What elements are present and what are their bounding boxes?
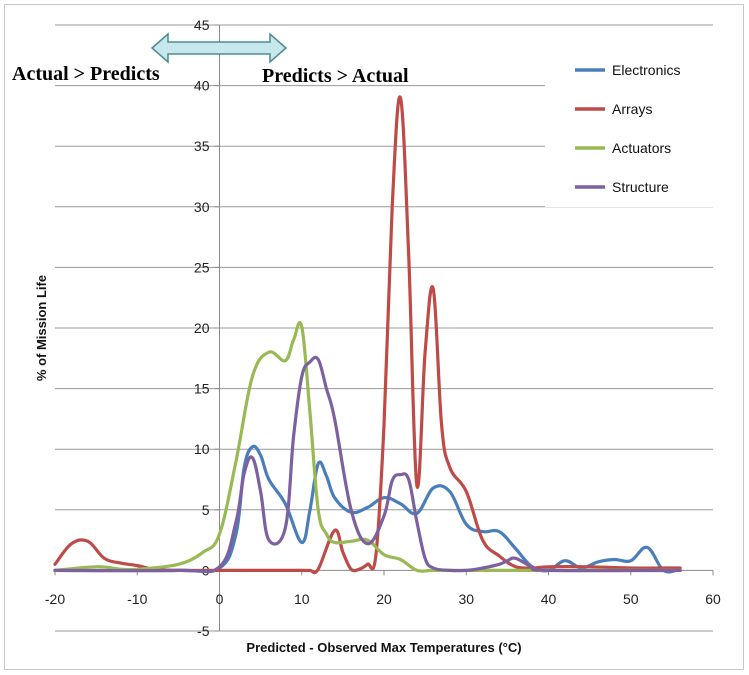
legend-box [545, 45, 715, 207]
annotation-left: Actual > Predicts [12, 63, 160, 85]
x-tick-label: 20 [376, 591, 392, 607]
x-tick-labels: -20 -10 0 10 20 30 40 50 60 [45, 591, 721, 607]
y-tick-label: 25 [194, 259, 210, 275]
legend-label-actuators: Actuators [612, 140, 671, 156]
double-arrow-icon [150, 32, 288, 64]
y-tick-label: 15 [194, 381, 210, 397]
legend-label-arrays: Arrays [612, 101, 652, 117]
series-line-actuators [53, 320, 682, 573]
y-tick-label: -5 [197, 623, 210, 639]
x-tick-label: 60 [705, 591, 721, 607]
y-tick-label: 45 [194, 17, 210, 33]
y-tick-label: 35 [194, 138, 210, 154]
x-tick-label: 30 [458, 591, 474, 607]
x-tick-label: 0 [216, 591, 224, 607]
x-tick-label: -20 [45, 591, 65, 607]
x-tick-label: -10 [127, 591, 147, 607]
x-tick-label: 10 [294, 591, 310, 607]
y-tick-label: 5 [202, 502, 210, 518]
x-tick-label: 50 [623, 591, 639, 607]
x-tick-label: 40 [541, 591, 557, 607]
legend: Electronics Arrays Actuators Structure [575, 62, 680, 195]
y-tick-label: 40 [194, 78, 210, 94]
y-axis-title: % of Mission Life [34, 275, 49, 381]
series-line-structure [53, 355, 682, 574]
annotation-right: Predicts > Actual [262, 65, 409, 87]
y-tick-label: 10 [194, 441, 210, 457]
y-tick-label: 20 [194, 320, 210, 336]
series-lines [53, 95, 682, 575]
series-line-electronics [53, 444, 682, 574]
legend-label-structure: Structure [612, 179, 669, 195]
y-tick-label: 30 [194, 199, 210, 215]
x-axis-title: Predicted - Observed Max Temperatures (°… [246, 640, 521, 655]
legend-label-electronics: Electronics [612, 62, 680, 78]
